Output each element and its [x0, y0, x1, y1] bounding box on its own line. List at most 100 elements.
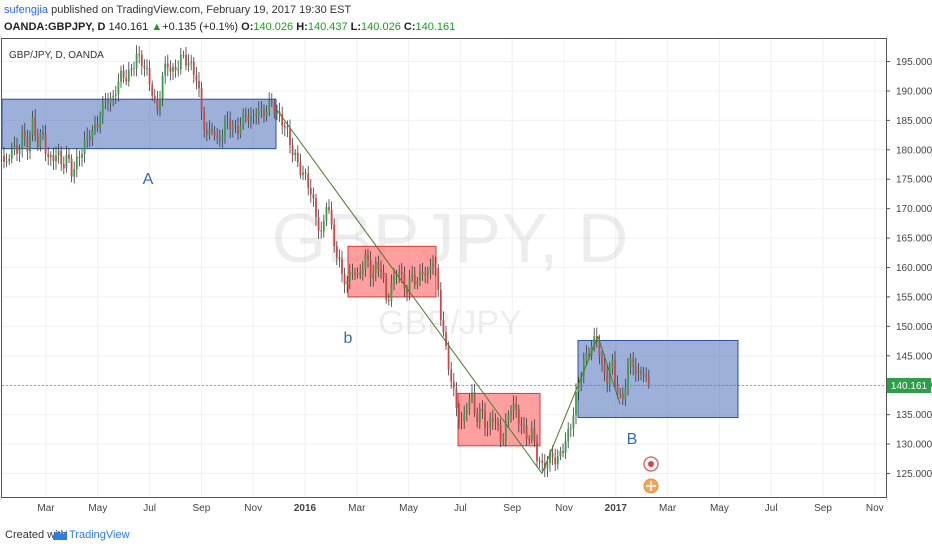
candle-body	[367, 254, 369, 260]
candle-body	[320, 230, 323, 232]
candle-body	[205, 129, 208, 135]
candle-body	[257, 110, 260, 116]
candle-body	[281, 114, 284, 126]
change-value: +0.135 (+0.1%)	[162, 21, 239, 33]
candle-body	[484, 411, 486, 428]
candle-body	[57, 150, 60, 156]
candle-body	[244, 113, 247, 118]
candle-body	[351, 272, 354, 274]
candle-body	[151, 84, 154, 96]
x-tick-label: Jul	[143, 503, 156, 514]
candle-body	[338, 257, 341, 260]
author-link[interactable]: sufengjia	[4, 4, 49, 16]
candle-body	[312, 194, 315, 199]
candle-body	[549, 452, 551, 464]
candle-body	[174, 66, 177, 71]
candle-body	[361, 269, 364, 275]
candle-body	[135, 53, 138, 68]
candle-body	[627, 366, 629, 388]
tradingview-logo-icon[interactable]	[52, 527, 68, 541]
candle-body	[164, 63, 167, 76]
candle-body	[268, 100, 271, 112]
candle-body	[333, 224, 336, 247]
candle-body	[621, 393, 624, 400]
y-tick-label: 145.000	[896, 351, 932, 362]
candle-body	[593, 336, 596, 346]
candle-body	[408, 276, 411, 294]
candle-body	[575, 391, 577, 416]
open-label: O:	[241, 21, 254, 33]
candle-body	[325, 207, 328, 222]
candle-body	[364, 254, 367, 270]
candle-body	[179, 54, 182, 70]
trendline	[597, 336, 621, 405]
x-tick-label: Nov	[244, 503, 262, 514]
candle-body	[169, 67, 172, 72]
candle-body	[96, 124, 99, 129]
candle-body	[291, 145, 294, 155]
candle-body	[564, 441, 567, 453]
created-with-text: Created with	[5, 529, 67, 541]
candle-body	[538, 460, 541, 462]
candle-body	[309, 187, 312, 195]
y-tick-label: 170.000	[896, 204, 932, 215]
candle-body	[465, 409, 468, 415]
candle-body	[31, 118, 34, 135]
candle-body	[47, 154, 50, 158]
candle-body	[247, 117, 250, 121]
candle-body	[161, 75, 164, 99]
y-tick-label: 175.000	[896, 175, 932, 186]
candle-body	[356, 272, 359, 275]
candle-body	[546, 463, 549, 469]
low-value: 140.026	[361, 21, 401, 33]
candle-body	[294, 152, 297, 155]
x-tick-label: Sep	[503, 503, 521, 514]
candle-body	[211, 128, 213, 132]
candle-body	[385, 277, 388, 300]
candle-body	[185, 54, 187, 66]
candle-body	[458, 407, 460, 421]
event-flag-icon[interactable]	[643, 456, 659, 494]
candles	[3, 45, 650, 478]
y-tick-label: 195.000	[896, 57, 932, 68]
candle-body	[302, 172, 304, 175]
candle-body	[94, 124, 96, 131]
high-value: 140.437	[307, 21, 348, 33]
candle-body	[86, 136, 89, 140]
candle-body	[390, 283, 393, 301]
candle-body	[369, 259, 372, 278]
candle-body	[614, 359, 616, 384]
candle-body	[413, 274, 416, 285]
candle-body	[263, 108, 265, 116]
x-tick-label: Mar	[659, 503, 677, 514]
candle-body	[491, 418, 494, 422]
candle-body	[486, 426, 489, 428]
candle-body	[237, 125, 239, 135]
candle-body	[70, 158, 73, 177]
tradingview-link[interactable]: TradingView	[69, 529, 130, 541]
x-tick-label: Sep	[814, 503, 832, 514]
price-chart[interactable]: GBPJPY, D GBP/JPY Ab B 195.000 190.000 185.…	[0, 0, 932, 520]
candle-body	[455, 388, 458, 408]
candle-body	[616, 383, 619, 395]
candle-body	[140, 54, 143, 67]
candle-body	[328, 207, 330, 211]
price-tag-value: 140.161	[891, 381, 928, 392]
candle-body	[226, 119, 229, 121]
candle-body	[218, 138, 221, 140]
candle-body	[273, 103, 276, 114]
candle-body	[234, 125, 237, 127]
candle-body	[567, 428, 570, 442]
high-label: H:	[296, 21, 308, 33]
candle-body	[512, 404, 515, 412]
candle-body	[260, 108, 263, 111]
candle-body	[645, 376, 648, 378]
candle-body	[224, 120, 226, 136]
candle-body	[114, 94, 117, 96]
trendline	[275, 108, 543, 474]
candle-body	[359, 272, 362, 275]
candle-body	[559, 451, 562, 457]
footer: Created with TradingView	[0, 520, 932, 550]
candle-body	[73, 169, 76, 177]
candle-body	[10, 149, 13, 159]
